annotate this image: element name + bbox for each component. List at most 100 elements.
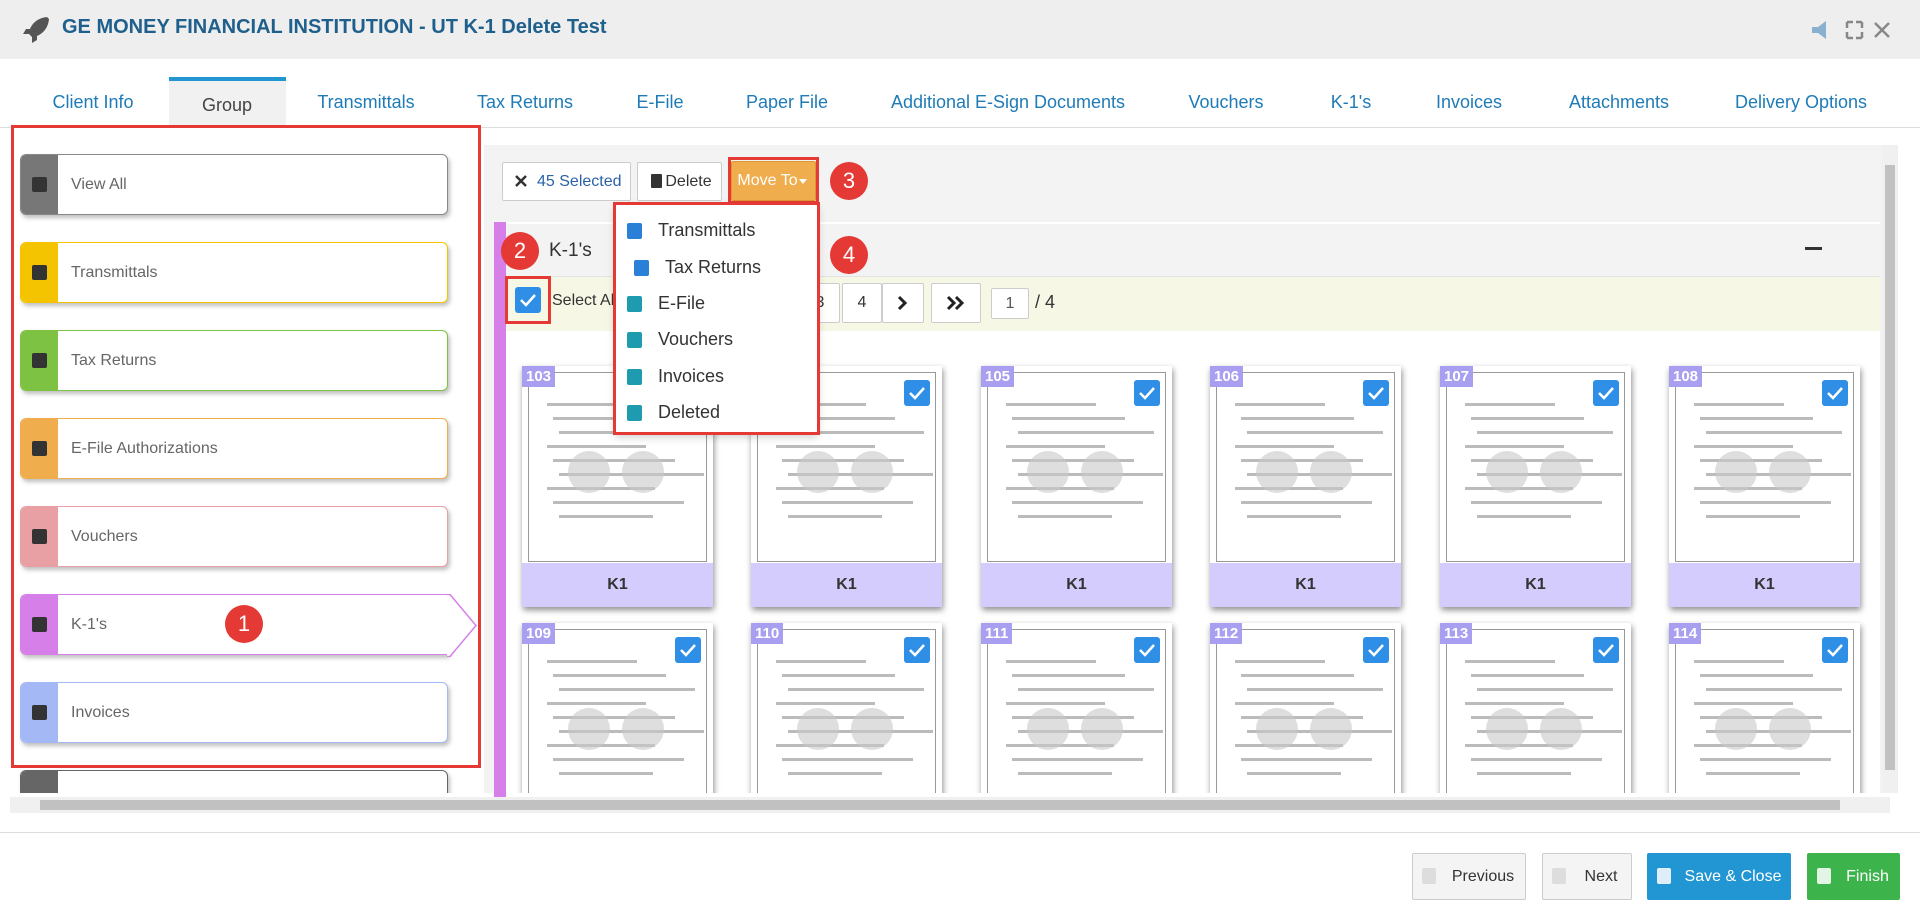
tab[interactable]: Transmittals: [317, 92, 415, 112]
remove-button[interactable]: [1081, 708, 1123, 750]
page-button[interactable]: 4: [842, 283, 882, 323]
document-card[interactable]: 114: [1669, 623, 1860, 793]
preview-button[interactable]: [1715, 451, 1757, 493]
vertical-scrollbar[interactable]: [1882, 145, 1898, 793]
tab[interactable]: Group: [201, 95, 253, 115]
document-card[interactable]: 110: [751, 623, 942, 793]
preview-button[interactable]: [1486, 708, 1528, 750]
preview-button[interactable]: [1027, 708, 1069, 750]
preview-button[interactable]: [1486, 451, 1528, 493]
remove-button[interactable]: [1540, 451, 1582, 493]
remove-button[interactable]: [1769, 451, 1811, 493]
footer-button[interactable]: Save & Close: [1647, 853, 1791, 900]
document-checkbox[interactable]: [1363, 637, 1389, 663]
select-all-checkbox[interactable]: [515, 287, 541, 313]
preview-button[interactable]: [1256, 451, 1298, 493]
remove-button[interactable]: [622, 451, 664, 493]
item-icon-strip: [21, 771, 58, 793]
remove-button[interactable]: [1310, 708, 1352, 750]
document-checkbox[interactable]: [675, 637, 701, 663]
sidebar-item[interactable]: View All: [20, 154, 448, 215]
scroll-thumb[interactable]: [40, 800, 1840, 810]
selected-button[interactable]: 45 Selected: [502, 162, 631, 201]
document-checkbox[interactable]: [1822, 637, 1848, 663]
preview-button[interactable]: [568, 708, 610, 750]
sidebar-item[interactable]: Transmittals: [20, 242, 448, 303]
last-page-button[interactable]: [931, 283, 981, 323]
document-card[interactable]: 108 K1: [1669, 366, 1860, 607]
dropdown-item[interactable]: Transmittals: [658, 220, 756, 240]
preview-button[interactable]: [1715, 708, 1757, 750]
text-line: [559, 688, 695, 691]
preview-button[interactable]: [1256, 708, 1298, 750]
sidebar-item[interactable]: Tax Returns: [20, 330, 448, 391]
dropdown-item[interactable]: Invoices: [658, 366, 725, 386]
next-page-button[interactable]: [882, 283, 924, 323]
document-checkbox[interactable]: [1593, 637, 1619, 663]
document-card[interactable]: 106 K1: [1210, 366, 1401, 607]
document-checkbox[interactable]: [904, 380, 930, 406]
close-icon[interactable]: [1874, 22, 1890, 38]
document-card[interactable]: 111: [981, 623, 1172, 793]
text-line: [1700, 716, 1822, 719]
tab[interactable]: Vouchers: [1188, 92, 1264, 112]
dropdown-item[interactable]: Deleted: [658, 402, 721, 422]
document-card[interactable]: 104K1: [751, 366, 942, 607]
document-checkbox[interactable]: [1134, 380, 1160, 406]
dropdown-item[interactable]: Tax Returns: [665, 257, 762, 277]
scroll-thumb[interactable]: [1885, 165, 1895, 770]
dropdown-item[interactable]: E-File: [658, 293, 706, 313]
text-line: [547, 702, 646, 705]
tab[interactable]: Additional E-Sign Documents: [890, 92, 1126, 112]
tab[interactable]: Delivery Options: [1734, 92, 1868, 112]
document-checkbox[interactable]: [1134, 637, 1160, 663]
remove-button[interactable]: [851, 708, 893, 750]
document-checkbox[interactable]: [1363, 380, 1389, 406]
clear-selection-icon[interactable]: [514, 172, 528, 187]
document-checkbox[interactable]: [904, 637, 930, 663]
document-card[interactable]: 107 K1: [1440, 366, 1631, 607]
tab[interactable]: Invoices: [1435, 92, 1503, 112]
text-line: [1477, 515, 1571, 518]
tab[interactable]: Client Info: [52, 92, 134, 112]
preview-button[interactable]: [568, 451, 610, 493]
document-card[interactable]: 109: [522, 623, 713, 793]
remove-button[interactable]: [622, 708, 664, 750]
text-line: [1012, 758, 1143, 761]
footer-button[interactable]: Previous: [1412, 853, 1526, 900]
sidebar-item[interactable]: Deleted: [20, 770, 448, 793]
text-line: [1012, 501, 1143, 504]
tab[interactable]: K-1's: [1330, 92, 1372, 112]
text-line: [1694, 445, 1793, 448]
document-checkbox[interactable]: [1593, 380, 1619, 406]
text-line: [776, 702, 875, 705]
remove-button[interactable]: [1310, 451, 1352, 493]
collapse-button[interactable]: [1805, 247, 1822, 250]
dropdown-item[interactable]: Vouchers: [658, 329, 734, 349]
sidebar-item[interactable]: Invoices: [20, 682, 448, 743]
delete-button[interactable]: Delete: [637, 162, 722, 201]
tab[interactable]: Tax Returns: [476, 92, 574, 112]
sidebar-item[interactable]: E-File Authorizations: [20, 418, 448, 479]
remove-button[interactable]: [851, 451, 893, 493]
document-checkbox[interactable]: [1822, 380, 1848, 406]
document-card[interactable]: 113: [1440, 623, 1631, 793]
expand-icon[interactable]: [1845, 20, 1864, 40]
preview-button[interactable]: [797, 451, 839, 493]
remove-button[interactable]: [1081, 451, 1123, 493]
active-arrow: [447, 594, 477, 657]
remove-button[interactable]: [1769, 708, 1811, 750]
horizontal-scrollbar[interactable]: [10, 797, 1890, 813]
remove-button[interactable]: [1540, 708, 1582, 750]
preview-button[interactable]: [797, 708, 839, 750]
tab[interactable]: Attachments: [1568, 92, 1670, 112]
announce-icon[interactable]: [1812, 21, 1826, 39]
tab[interactable]: Paper File: [745, 92, 829, 112]
dropdown-icon: [627, 332, 642, 348]
sidebar-item[interactable]: Vouchers: [20, 506, 448, 567]
document-card[interactable]: 112: [1210, 623, 1401, 793]
page-input[interactable]: 1: [991, 288, 1029, 319]
document-card[interactable]: 105 K1: [981, 366, 1172, 607]
preview-button[interactable]: [1027, 451, 1069, 493]
tab[interactable]: E-File: [636, 92, 684, 112]
